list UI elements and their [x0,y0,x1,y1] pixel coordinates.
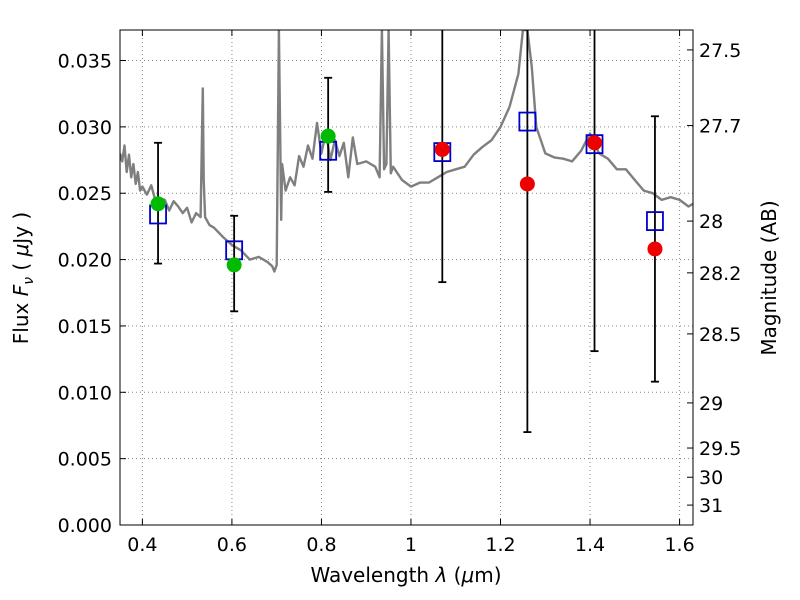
x-tick-label: 0.4 [127,534,157,556]
y2-tick-label: 27.5 [699,40,741,62]
observed-point-red [587,135,603,151]
model-point [585,134,604,155]
y-tick-label: 0.020 [58,250,112,272]
observed-point-red [519,176,535,192]
observed-point-green [150,196,166,212]
model-point [518,111,537,132]
y-axis-label: Flux Fν ( μJy ) [9,212,37,344]
errorbars [154,30,659,434]
y-tick-label: 0.015 [58,316,112,338]
x-tick-label: 0.8 [306,534,336,556]
plot-frame [119,29,694,526]
observed-points [150,128,663,273]
model-point [646,211,664,231]
grid-lines [120,30,693,525]
x-tick-label: 1 [405,534,417,556]
observed-point-red [434,141,450,157]
model-points [149,111,664,261]
y-tick-label: 0.030 [58,117,112,139]
y2-tick-label: 28.5 [699,324,741,346]
x-tick-label: 0.6 [217,534,247,556]
y-tick-label: 0.025 [58,183,112,205]
x-tick-label: 1.6 [664,534,694,556]
y2-tick-label: 31 [699,495,723,517]
y-tick-label: 0.035 [58,51,112,73]
y2-tick-label: 30 [699,467,723,489]
spectrum-line [120,30,693,273]
observed-point-green [320,128,336,144]
axis-ticks: 0.4 0.6 0.8 1 1.2 1.4 1.6 0.000 0.005 0.010 0.015 0… [58,30,741,556]
y2-tick-label: 28.2 [699,263,741,285]
spectrum-series [120,30,693,273]
y-tick-label: 0.005 [58,449,112,471]
y2-tick-label: 27.7 [699,116,741,138]
x-tick-label: 1.4 [575,534,605,556]
y2-axis-label: Magnitude (AB) [757,200,781,355]
x-axis-label: Wavelength λ (μm) [310,563,501,587]
y-tick-label: 0.000 [58,515,112,537]
y2-tick-label: 28 [699,211,723,233]
y-tick-label: 0.010 [58,382,112,404]
y2-tick-label: 29 [699,393,723,415]
observed-point-green [226,257,242,273]
x-tick-label: 1.2 [485,534,515,556]
y2-tick-label: 29.5 [699,438,741,460]
observed-point-red [647,241,663,257]
